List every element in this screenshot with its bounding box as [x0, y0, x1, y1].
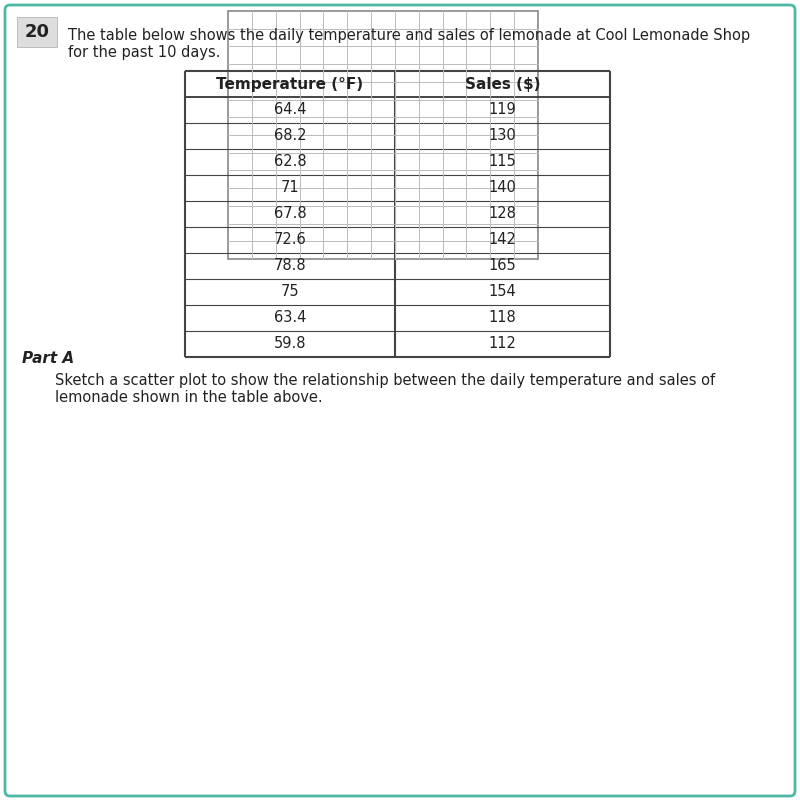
- Text: 112: 112: [489, 336, 517, 352]
- Text: 165: 165: [489, 259, 516, 273]
- Text: 64.4: 64.4: [274, 103, 306, 118]
- Text: The table below shows the daily temperature and sales of lemonade at Cool Lemona: The table below shows the daily temperat…: [68, 28, 750, 60]
- Text: 115: 115: [489, 155, 516, 170]
- Text: 68.2: 68.2: [274, 128, 306, 143]
- Text: 140: 140: [489, 180, 517, 195]
- Text: 71: 71: [281, 180, 299, 195]
- Text: 67.8: 67.8: [274, 207, 306, 222]
- Text: 72.6: 72.6: [274, 232, 306, 248]
- Text: 78.8: 78.8: [274, 259, 306, 273]
- Bar: [228, 11, 538, 259]
- Text: 142: 142: [489, 232, 517, 248]
- Text: Temperature (°F): Temperature (°F): [217, 77, 363, 91]
- Text: 20: 20: [25, 23, 50, 41]
- Text: 62.8: 62.8: [274, 155, 306, 170]
- Text: 154: 154: [489, 284, 516, 300]
- Text: 128: 128: [489, 207, 517, 222]
- Text: 118: 118: [489, 311, 516, 325]
- Text: Part A: Part A: [22, 351, 74, 366]
- Text: 75: 75: [281, 284, 299, 300]
- Text: 59.8: 59.8: [274, 336, 306, 352]
- Text: Sketch a scatter plot to show the relationship between the daily temperature and: Sketch a scatter plot to show the relati…: [55, 373, 715, 405]
- Text: Sales ($): Sales ($): [465, 77, 540, 91]
- Text: 130: 130: [489, 128, 516, 143]
- FancyBboxPatch shape: [17, 17, 57, 47]
- Text: 119: 119: [489, 103, 516, 118]
- FancyBboxPatch shape: [5, 5, 795, 796]
- Text: 63.4: 63.4: [274, 311, 306, 325]
